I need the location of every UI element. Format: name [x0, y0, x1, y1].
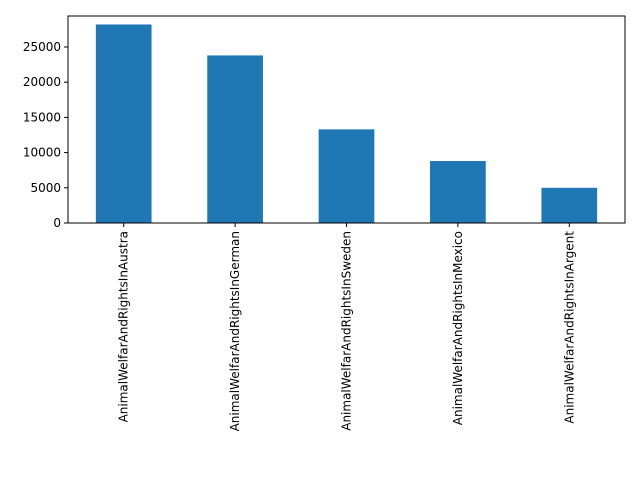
x-tick-label: AnimalWelfarAndRightsInGerman	[228, 231, 242, 431]
x-tick-label: AnimalWelfarAndRightsInArgent	[562, 231, 576, 424]
x-axis: AnimalWelfarAndRightsInAustra AnimalWelfa…	[117, 223, 576, 431]
bars-group	[95, 24, 598, 224]
y-tick-label: 25000	[23, 40, 61, 54]
x-tick-label: AnimalWelfarAndRightsInMexico	[451, 231, 465, 425]
x-tick-label: AnimalWelfarAndRightsInSweden	[340, 231, 354, 431]
plot-frame	[67, 15, 626, 224]
bar-1	[207, 55, 263, 223]
bar-2	[318, 129, 375, 223]
bar-4	[541, 187, 598, 223]
y-tick-label: 10000	[23, 146, 61, 160]
bar-3	[430, 161, 486, 223]
y-tick-label: 0	[53, 216, 61, 230]
bar-0	[95, 24, 152, 224]
y-tick-label: 15000	[23, 110, 61, 124]
y-axis: 0 5000 10000 15000 20000 25000	[23, 40, 68, 230]
y-tick-label: 20000	[23, 75, 61, 89]
y-tick-label: 5000	[30, 181, 61, 195]
x-tick-label: AnimalWelfarAndRightsInAustra	[117, 231, 131, 422]
